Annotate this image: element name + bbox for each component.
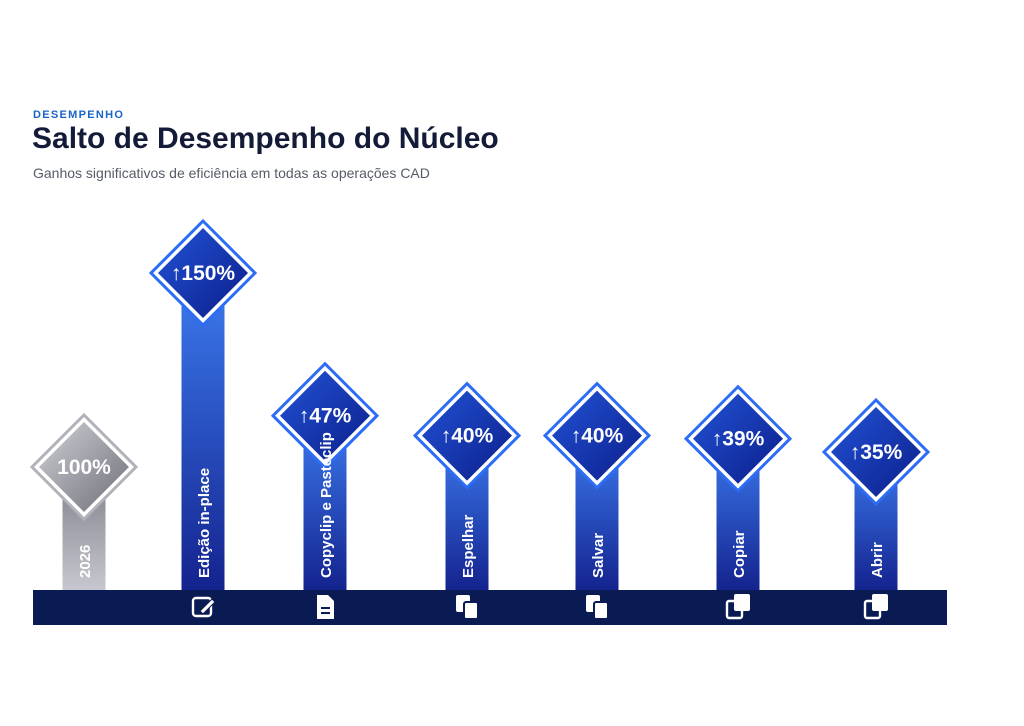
section-eyebrow: DESEMPENHO xyxy=(33,109,125,121)
files-icon xyxy=(586,595,609,620)
diamond-fill xyxy=(280,370,370,461)
page-title: Salto de Desempenho do Núcleo xyxy=(32,122,499,155)
category-label: Espelhar xyxy=(460,514,477,578)
category-label: Copyclip e Pasteclip xyxy=(318,432,335,578)
value-label: ↑40% xyxy=(571,425,624,448)
value-label: ↑47% xyxy=(299,405,352,428)
value-label: ↑39% xyxy=(712,428,765,451)
value-label: ↑40% xyxy=(441,425,494,448)
category-label: Abrir xyxy=(869,542,886,578)
category-label: Salvar xyxy=(590,533,607,578)
diamond-fill xyxy=(158,228,248,318)
diamond-fill xyxy=(831,407,921,497)
diamond-fill xyxy=(422,390,512,481)
edit-icon xyxy=(191,596,216,618)
value-label: ↑150% xyxy=(171,262,236,285)
axis-band xyxy=(33,590,947,625)
copy-icon xyxy=(863,594,888,620)
files-icon xyxy=(456,595,479,620)
diamond-fill xyxy=(552,390,642,481)
copy-icon xyxy=(725,594,750,620)
category-label: Copiar xyxy=(731,530,748,578)
diamond-fill xyxy=(693,393,783,484)
diamond-fill xyxy=(39,422,129,512)
category-label: Edição in-place xyxy=(196,468,213,578)
document-icon xyxy=(317,595,334,619)
value-label: 100% xyxy=(57,456,111,479)
value-label: ↑35% xyxy=(850,441,903,464)
page-subtitle: Ganhos significativos de eficiência em t… xyxy=(33,165,430,181)
category-label: 2026 xyxy=(77,545,94,578)
